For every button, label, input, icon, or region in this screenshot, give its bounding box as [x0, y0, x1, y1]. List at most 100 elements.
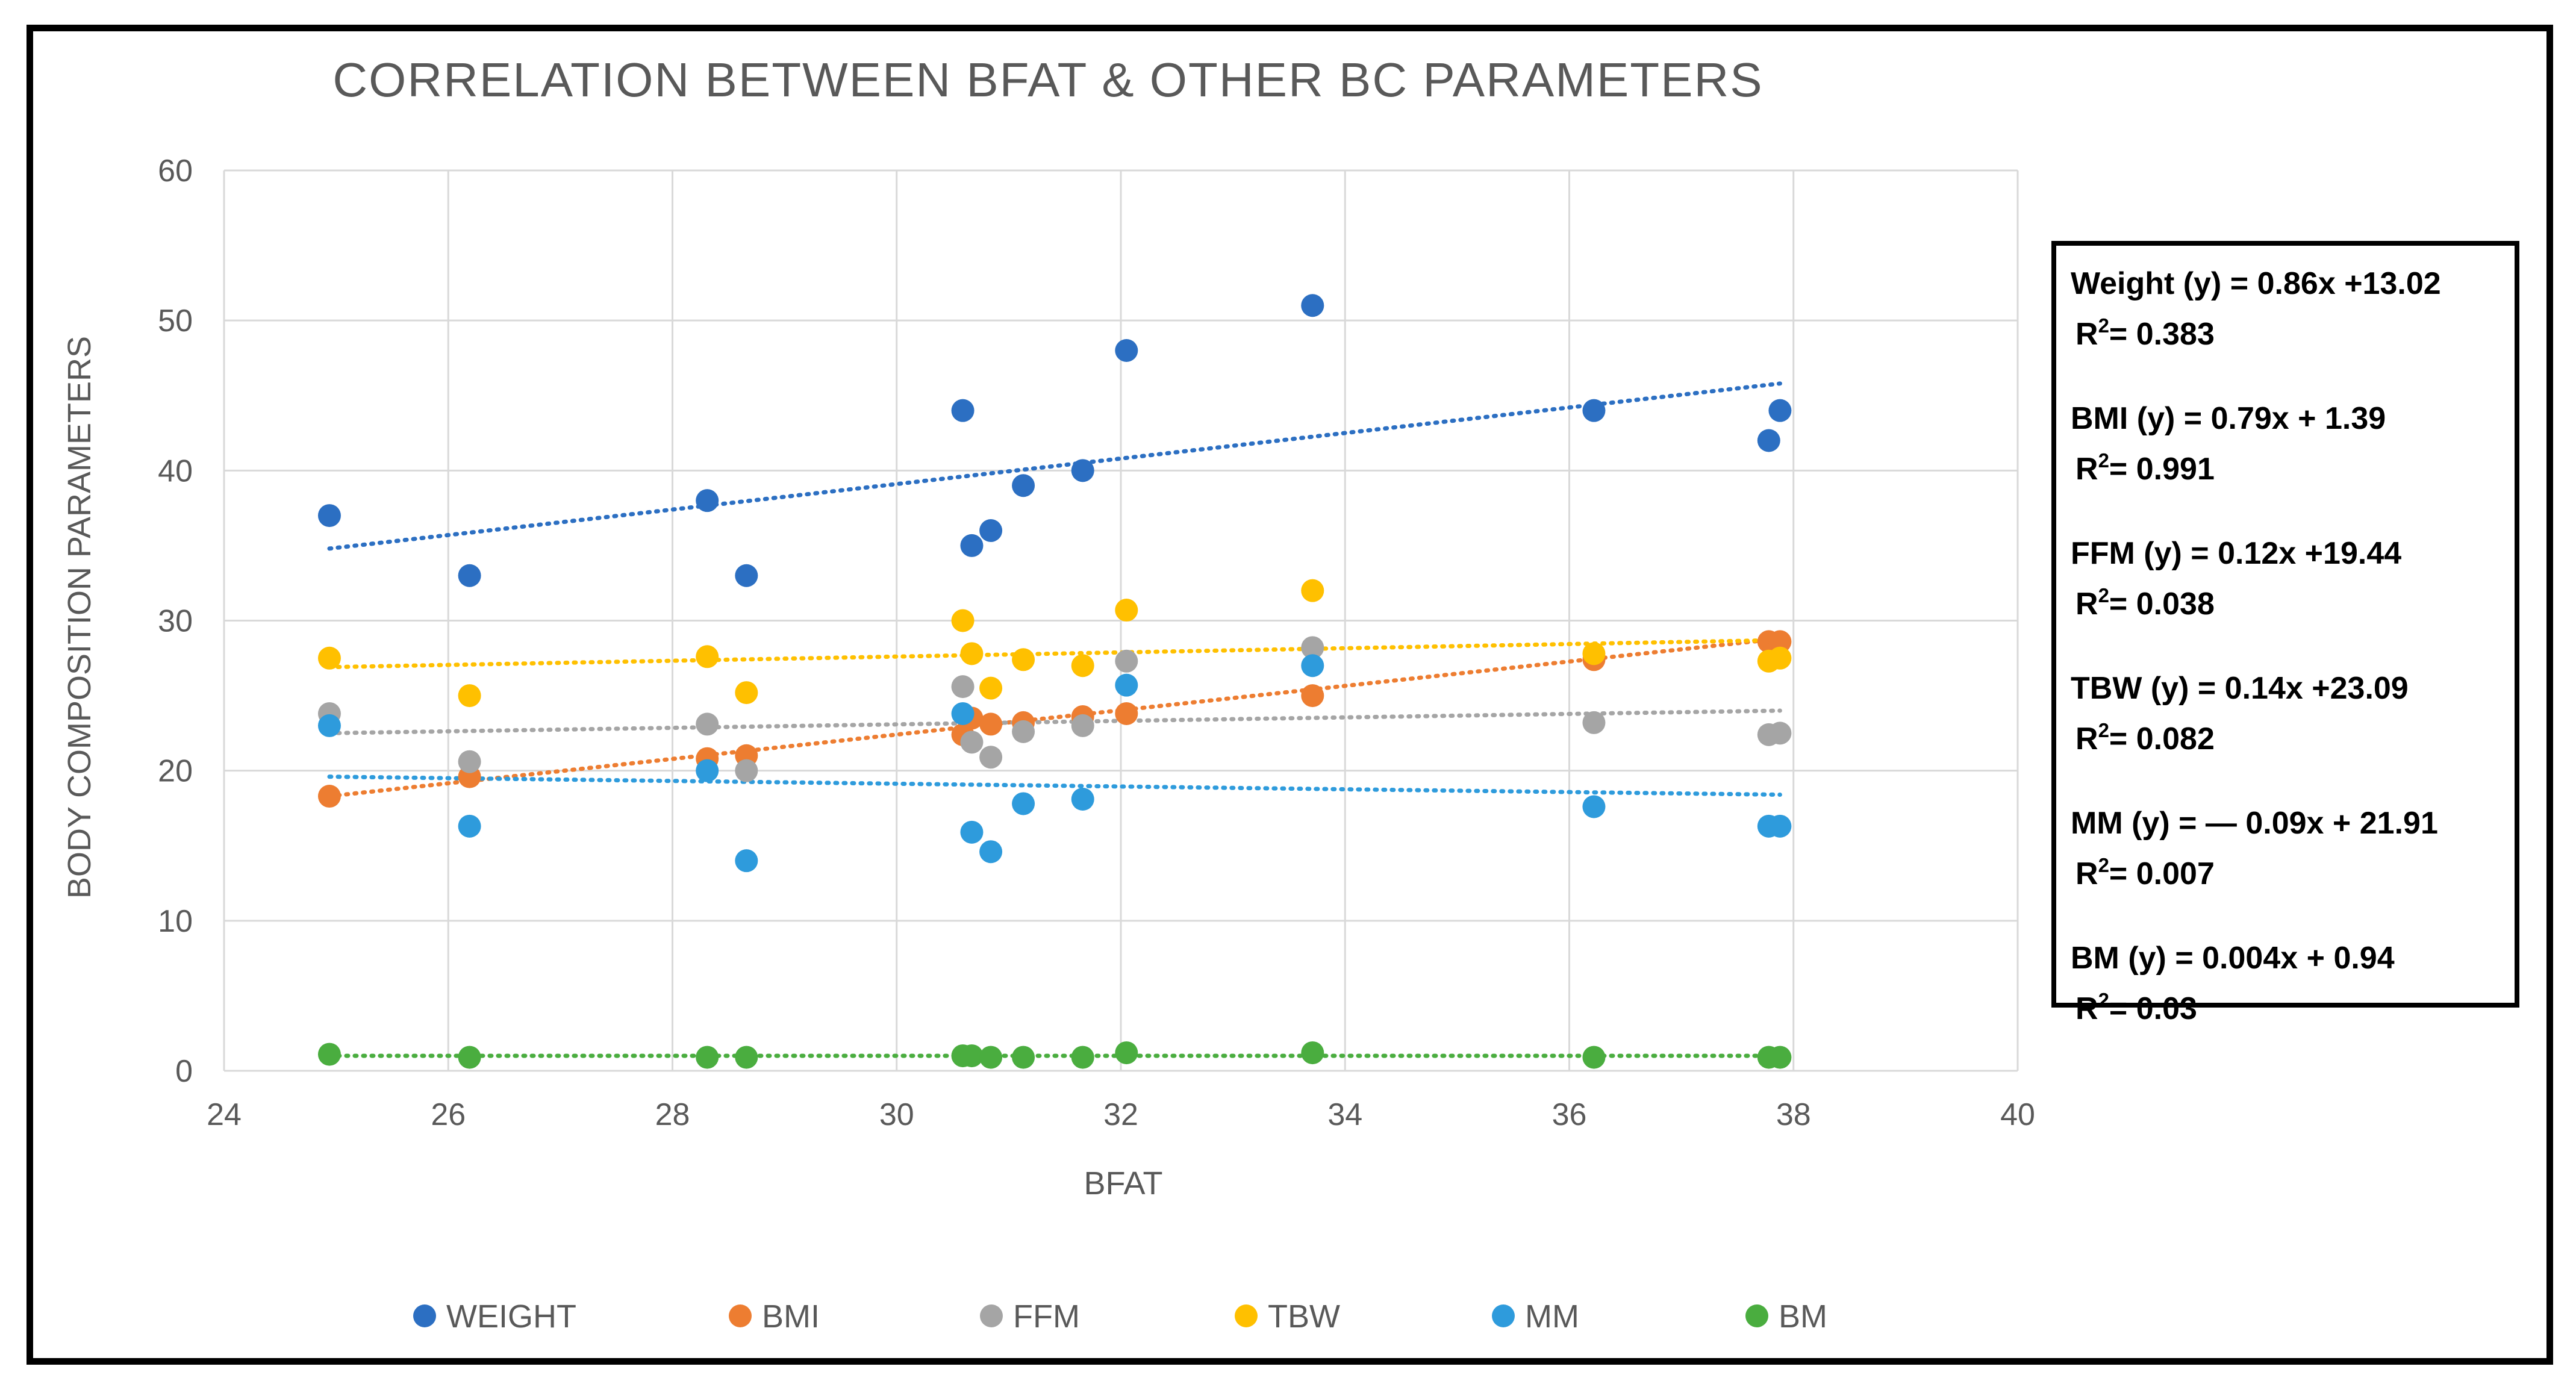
point-bm — [458, 1046, 481, 1069]
point-weight — [1768, 399, 1792, 422]
r-squared-exponent: 2 — [2098, 314, 2109, 337]
r-squared-exponent: 2 — [2098, 989, 2109, 1011]
point-mm — [960, 820, 984, 844]
r-squared-value: = 0.991 — [2109, 452, 2215, 487]
point-weight — [1757, 429, 1780, 452]
point-tbw — [979, 676, 1003, 700]
point-tbw — [1115, 599, 1138, 622]
point-tbw — [458, 684, 481, 708]
r-squared-value: = 0.082 — [2109, 721, 2215, 756]
regression-equation: BMI (y) = 0.79x + 1.39 — [2071, 401, 2386, 436]
point-weight — [458, 564, 481, 587]
y-tick-label: 0 — [175, 1054, 193, 1089]
r-squared-value: = 0.007 — [2109, 856, 2215, 891]
y-axis-label: BODY COMPOSITION PARAMETERS — [61, 336, 98, 899]
axis-ticks: 24 26 28 30 32 34 36 38 40 0 10 20 30 40 50 60 — [158, 154, 2035, 1132]
r-squared: R2= 0.007 — [2071, 844, 2515, 895]
point-ffm — [1012, 720, 1035, 743]
gridlines — [223, 169, 2019, 1072]
r-symbol: R — [2075, 317, 2098, 352]
point-bm — [1768, 1046, 1792, 1069]
x-tick-label: 26 — [431, 1097, 466, 1132]
point-bm — [1012, 1046, 1035, 1069]
point-tbw — [317, 646, 341, 670]
point-ffm — [735, 759, 758, 782]
legend-marker-tbw — [1235, 1304, 1258, 1327]
x-tick-label: 24 — [207, 1097, 242, 1132]
point-weight — [1071, 459, 1094, 482]
x-tick-label: 38 — [1776, 1097, 1811, 1132]
point-bm — [1071, 1046, 1094, 1069]
legend-label-bm: BM — [1779, 1298, 1827, 1335]
point-mm — [317, 714, 341, 737]
r-symbol: R — [2075, 991, 2098, 1026]
point-ffm — [1768, 721, 1792, 745]
equation-block: BM (y) = 0.004x + 0.94 R2= 0.03 — [2071, 937, 2515, 1030]
point-weight — [317, 504, 341, 528]
r-squared: R2= 0.082 — [2071, 709, 2515, 760]
r-symbol: R — [2075, 721, 2098, 756]
point-mm — [1582, 795, 1606, 818]
point-bmi — [1768, 630, 1792, 653]
r-symbol: R — [2075, 587, 2098, 622]
point-tbw — [951, 609, 975, 632]
regression-equation: FFM (y) = 0.12x +19.44 — [2071, 536, 2402, 571]
point-tbw — [696, 645, 719, 668]
point-weight — [979, 519, 1003, 542]
point-ffm — [1301, 636, 1324, 659]
point-tbw — [735, 681, 758, 705]
trendline-ffm — [327, 708, 1782, 735]
regression-equation: TBW (y) = 0.14x +23.09 — [2071, 671, 2409, 706]
point-ffm — [458, 750, 481, 773]
r-squared-exponent: 2 — [2098, 719, 2109, 741]
r-squared-value: = 0.038 — [2109, 587, 2215, 622]
x-axis-label: BFAT — [1084, 1165, 1162, 1201]
point-mm — [951, 702, 975, 725]
point-weight — [1582, 399, 1606, 422]
point-mm — [458, 814, 481, 838]
r-squared: R2= 0.03 — [2071, 979, 2515, 1030]
x-tick-label: 28 — [655, 1097, 690, 1132]
legend-label-tbw: TBW — [1268, 1298, 1340, 1335]
point-weight — [1012, 474, 1035, 497]
legend-marker-weight — [413, 1304, 436, 1327]
point-bmi — [979, 712, 1003, 736]
point-mm — [979, 840, 1003, 864]
point-tbw — [1582, 642, 1606, 665]
legend-label-mm: MM — [1525, 1298, 1579, 1335]
point-ffm — [696, 712, 719, 736]
point-ffm — [951, 675, 975, 699]
r-symbol: R — [2075, 452, 2098, 487]
trendline-mm — [327, 774, 1782, 797]
y-tick-label: 30 — [158, 604, 193, 639]
r-symbol: R — [2075, 856, 2098, 891]
point-ffm — [1582, 711, 1606, 734]
legend-label-bmi: BMI — [762, 1298, 820, 1335]
x-tick-label: 30 — [879, 1097, 914, 1132]
point-mm — [735, 849, 758, 873]
point-mm — [1301, 654, 1324, 678]
r-squared-exponent: 2 — [2098, 584, 2109, 606]
legend: WEIGHT BMI FFM TBW MM BM — [413, 1298, 1827, 1335]
point-bm — [1301, 1041, 1324, 1065]
point-bmi — [1301, 684, 1324, 708]
point-mm — [1115, 673, 1138, 697]
regression-equation: MM (y) = — 0.09x + 21.91 — [2071, 806, 2438, 841]
point-bm — [317, 1042, 341, 1066]
r-squared-exponent: 2 — [2098, 854, 2109, 876]
equation-block: TBW (y) = 0.14x +23.09 R2= 0.082 — [2071, 667, 2515, 760]
legend-marker-bmi — [729, 1304, 752, 1327]
equation-block: MM (y) = — 0.09x + 21.91 R2= 0.007 — [2071, 802, 2515, 895]
point-weight — [1301, 294, 1324, 317]
y-tick-label: 60 — [158, 154, 193, 189]
point-bm — [735, 1046, 758, 1069]
y-tick-label: 50 — [158, 304, 193, 338]
regression-equations-box: Weight (y) = 0.86x +13.02 R2= 0.383 BMI (y… — [2051, 241, 2519, 1026]
point-bm — [1582, 1046, 1606, 1069]
trendline-bmi — [327, 636, 1782, 799]
point-bmi — [1115, 702, 1138, 725]
equation-block: FFM (y) = 0.12x +19.44 R2= 0.038 — [2071, 532, 2515, 625]
point-mm — [1071, 788, 1094, 811]
point-weight — [1115, 339, 1138, 362]
